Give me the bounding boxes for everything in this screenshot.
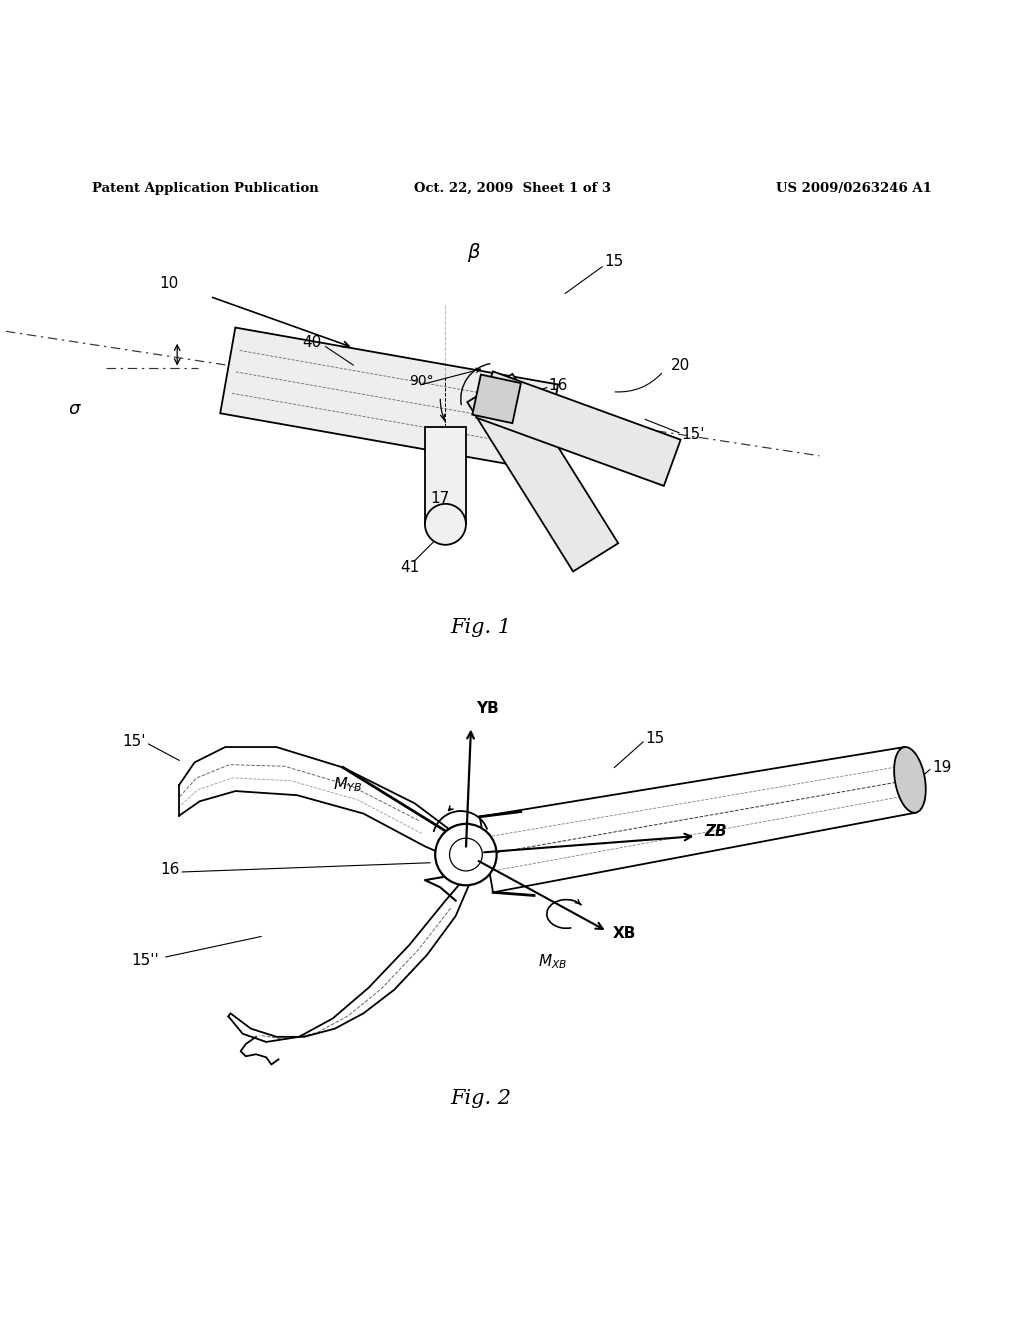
Text: Patent Application Publication: Patent Application Publication: [92, 182, 318, 195]
Text: 90°: 90°: [410, 375, 434, 388]
Ellipse shape: [894, 747, 926, 813]
Polygon shape: [220, 327, 558, 470]
Polygon shape: [228, 865, 476, 1041]
Text: 15: 15: [645, 731, 665, 746]
Text: $\sigma$: $\sigma$: [68, 400, 82, 418]
Polygon shape: [467, 374, 618, 572]
Circle shape: [450, 838, 482, 871]
Circle shape: [435, 824, 497, 886]
Circle shape: [425, 504, 466, 545]
Text: 15': 15': [681, 428, 705, 442]
Text: 40: 40: [303, 335, 322, 350]
Text: YB: YB: [476, 701, 499, 717]
Text: 16: 16: [548, 378, 567, 393]
Text: $\beta$: $\beta$: [467, 242, 481, 264]
Polygon shape: [476, 371, 681, 486]
Text: 16: 16: [160, 862, 179, 878]
Text: US 2009/0263246 A1: US 2009/0263246 A1: [776, 182, 932, 195]
Text: Fig. 2: Fig. 2: [451, 1089, 512, 1107]
Text: 15': 15': [122, 734, 145, 750]
Text: 20: 20: [671, 358, 690, 372]
Text: Oct. 22, 2009  Sheet 1 of 3: Oct. 22, 2009 Sheet 1 of 3: [414, 182, 610, 195]
Text: 19: 19: [932, 760, 951, 775]
Polygon shape: [472, 375, 521, 424]
Text: 10: 10: [160, 276, 178, 290]
Text: $M_{YB}$: $M_{YB}$: [334, 776, 362, 795]
Polygon shape: [174, 747, 456, 859]
Text: 41: 41: [400, 560, 419, 576]
Polygon shape: [479, 747, 915, 892]
Text: Fig. 1: Fig. 1: [451, 618, 512, 636]
Text: 15'': 15'': [131, 953, 159, 968]
Text: ZB: ZB: [705, 824, 727, 838]
Text: 17: 17: [430, 491, 450, 506]
Text: XB: XB: [612, 925, 636, 941]
Polygon shape: [425, 428, 466, 524]
Text: 15: 15: [604, 255, 624, 269]
Text: $M_{XB}$: $M_{XB}$: [539, 952, 567, 970]
